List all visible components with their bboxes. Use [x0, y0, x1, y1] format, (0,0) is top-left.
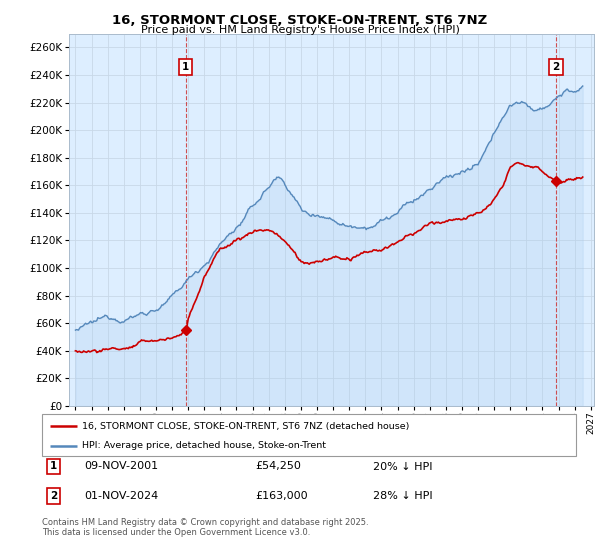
Text: 28% ↓ HPI: 28% ↓ HPI	[373, 491, 433, 501]
Text: 16, STORMONT CLOSE, STOKE-ON-TRENT, ST6 7NZ (detached house): 16, STORMONT CLOSE, STOKE-ON-TRENT, ST6 …	[82, 422, 409, 431]
Text: 2: 2	[50, 491, 57, 501]
Text: 09-NOV-2001: 09-NOV-2001	[85, 461, 159, 472]
Text: 16, STORMONT CLOSE, STOKE-ON-TRENT, ST6 7NZ: 16, STORMONT CLOSE, STOKE-ON-TRENT, ST6 …	[112, 14, 488, 27]
Text: 1: 1	[182, 62, 190, 72]
Text: 1: 1	[50, 461, 57, 472]
Text: Contains HM Land Registry data © Crown copyright and database right 2025.
This d: Contains HM Land Registry data © Crown c…	[42, 518, 368, 538]
Text: HPI: Average price, detached house, Stoke-on-Trent: HPI: Average price, detached house, Stok…	[82, 441, 326, 450]
Text: 2: 2	[553, 62, 560, 72]
Text: Price paid vs. HM Land Registry's House Price Index (HPI): Price paid vs. HM Land Registry's House …	[140, 25, 460, 35]
Text: 01-NOV-2024: 01-NOV-2024	[85, 491, 159, 501]
Text: £54,250: £54,250	[256, 461, 301, 472]
Text: £163,000: £163,000	[256, 491, 308, 501]
Text: 20% ↓ HPI: 20% ↓ HPI	[373, 461, 433, 472]
